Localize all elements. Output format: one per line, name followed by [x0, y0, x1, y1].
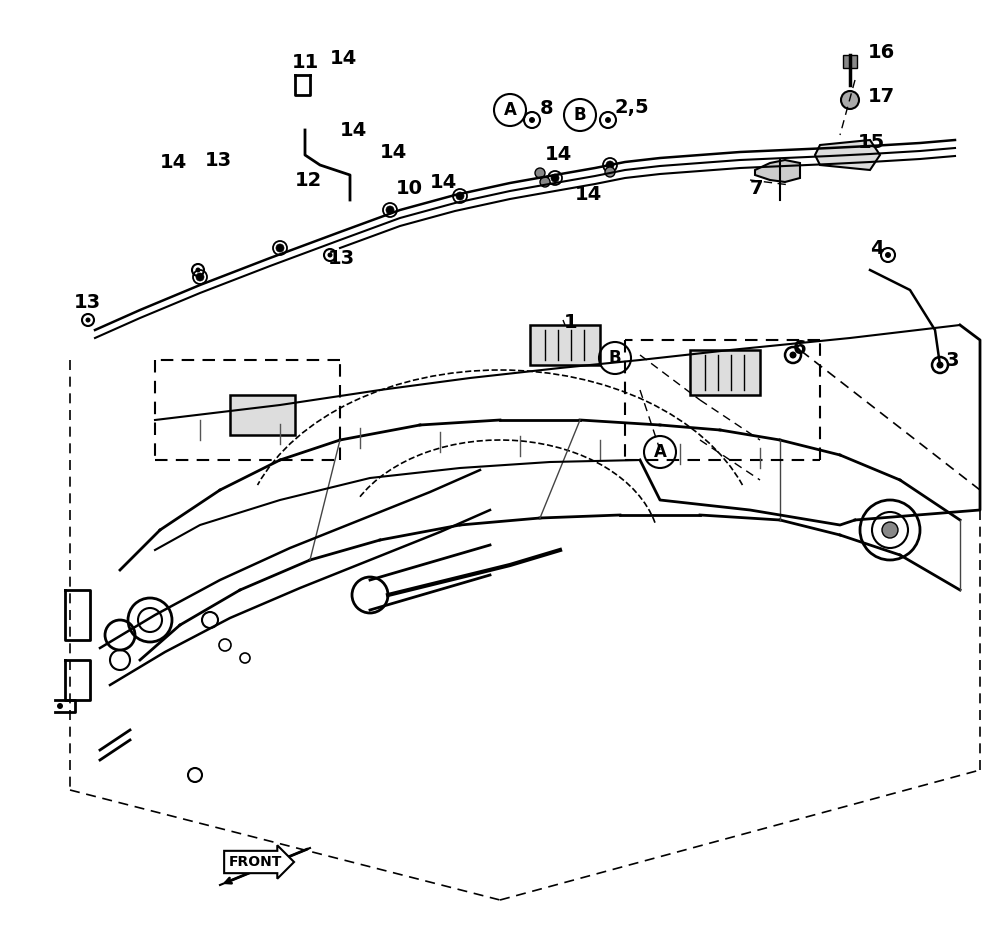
Polygon shape — [755, 160, 800, 182]
Text: 17: 17 — [868, 88, 895, 107]
Polygon shape — [230, 395, 295, 435]
Circle shape — [605, 117, 611, 123]
Circle shape — [551, 174, 559, 182]
Text: 13: 13 — [205, 150, 232, 170]
Text: A: A — [654, 443, 666, 461]
Text: B: B — [574, 106, 586, 124]
Circle shape — [328, 252, 332, 258]
Text: B: B — [609, 349, 621, 367]
Text: 14: 14 — [340, 121, 367, 140]
Text: 15: 15 — [858, 132, 885, 151]
Text: 12: 12 — [295, 171, 322, 190]
Text: 10: 10 — [396, 178, 423, 197]
Circle shape — [885, 252, 891, 258]
Circle shape — [790, 351, 796, 359]
Circle shape — [605, 167, 615, 177]
Text: 16: 16 — [868, 42, 895, 61]
Text: 1: 1 — [564, 313, 578, 332]
Text: A: A — [504, 101, 516, 119]
Text: 7: 7 — [750, 178, 764, 197]
Text: 8: 8 — [540, 98, 554, 117]
Text: 4: 4 — [870, 239, 884, 258]
Circle shape — [540, 177, 550, 187]
Circle shape — [529, 117, 535, 123]
Circle shape — [456, 192, 464, 200]
Text: 13: 13 — [74, 293, 101, 312]
Text: 14: 14 — [575, 186, 602, 205]
Circle shape — [936, 362, 944, 368]
Circle shape — [386, 206, 394, 214]
Circle shape — [196, 273, 204, 281]
Circle shape — [606, 161, 614, 169]
Circle shape — [196, 267, 200, 273]
Circle shape — [535, 168, 545, 178]
Polygon shape — [815, 140, 880, 170]
Text: 14: 14 — [430, 174, 457, 193]
Circle shape — [841, 91, 859, 109]
Circle shape — [276, 244, 284, 252]
Circle shape — [57, 703, 63, 709]
Text: 2,5: 2,5 — [615, 98, 650, 117]
Text: 3: 3 — [946, 350, 960, 369]
Circle shape — [882, 522, 898, 538]
Circle shape — [86, 317, 90, 323]
Text: 14: 14 — [380, 143, 407, 161]
Text: FRONT: FRONT — [228, 855, 282, 869]
Text: 14: 14 — [330, 48, 357, 68]
Text: 11: 11 — [292, 53, 319, 72]
Text: 14: 14 — [160, 153, 187, 172]
Text: 6: 6 — [793, 339, 807, 358]
Polygon shape — [530, 325, 600, 365]
Text: 14: 14 — [545, 145, 572, 164]
Polygon shape — [843, 55, 857, 68]
Polygon shape — [690, 350, 760, 395]
Text: 13: 13 — [328, 248, 355, 267]
